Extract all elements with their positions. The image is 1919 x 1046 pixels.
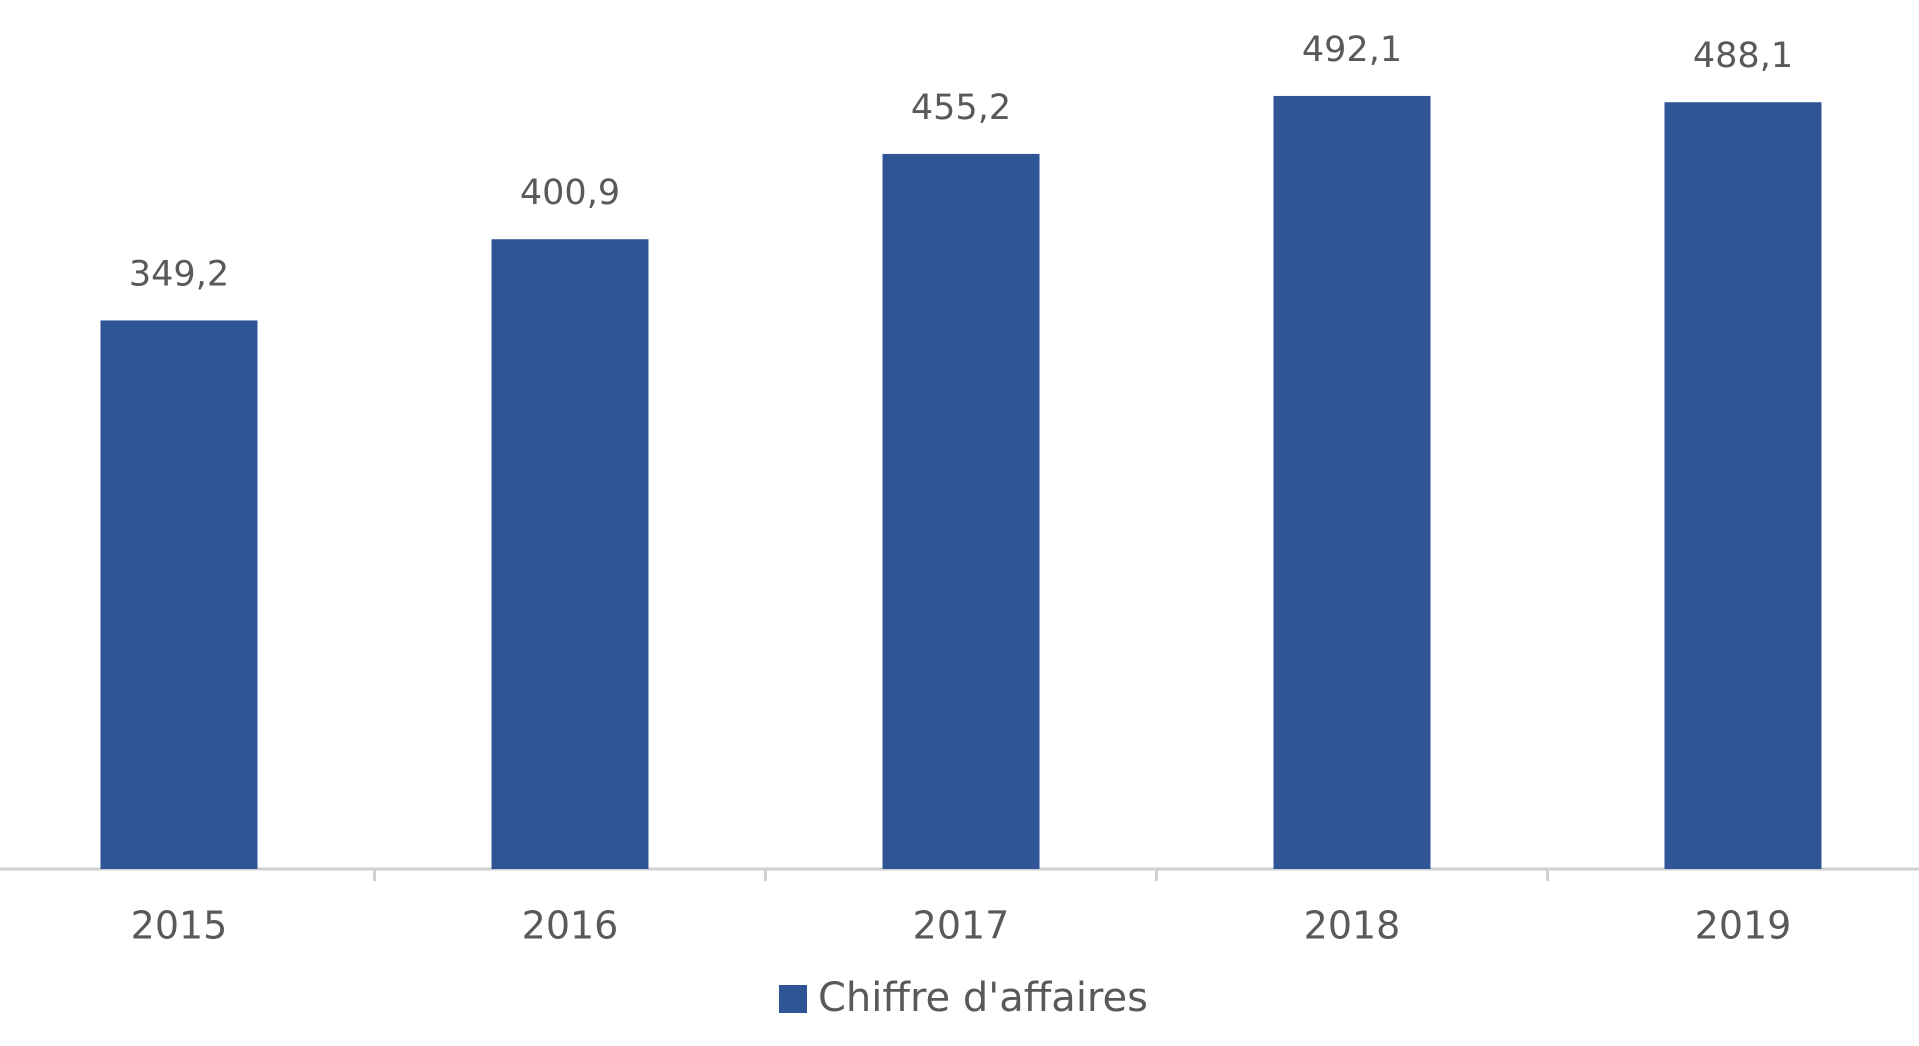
legend-swatch [779,985,807,1013]
x-tick-label: 2016 [522,904,619,948]
x-tick-label: 2015 [131,904,228,948]
x-tick-label: 2018 [1304,904,1401,948]
x-tick-label: 2019 [1695,904,1792,948]
bar [491,239,649,870]
x-tick-label: 2017 [913,904,1010,948]
legend-label: Chiffre d'affaires [818,975,1148,1021]
bar [100,320,258,869]
bar [1664,102,1822,870]
data-label: 400,9 [520,173,620,213]
data-label: 488,1 [1693,36,1793,76]
data-label: 492,1 [1302,30,1402,70]
bar [882,153,1040,869]
data-label: 455,2 [911,88,1011,128]
bar [1273,95,1431,870]
data-label: 349,2 [129,254,229,294]
